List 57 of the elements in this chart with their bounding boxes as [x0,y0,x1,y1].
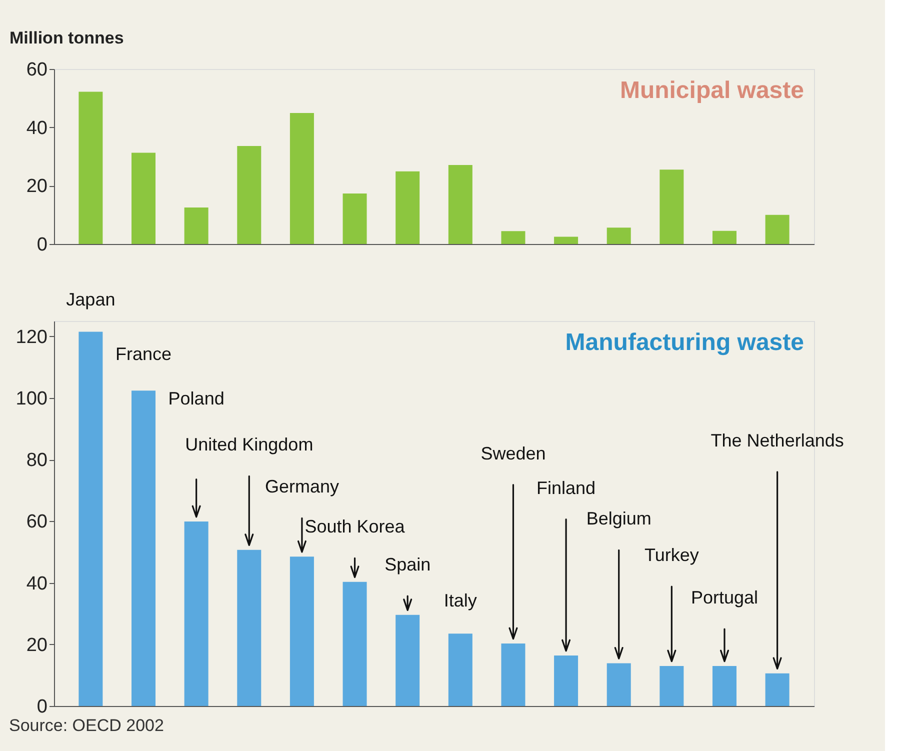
bar [132,390,156,706]
x-tick-label: Germany [264,476,339,497]
bar [342,194,367,244]
y-tick-label: 40 [26,573,48,594]
x-tick-label: Spain [384,554,431,574]
y-tick-label: 0 [36,696,48,718]
x-tick-label: The Netherlands [710,430,844,450]
x-tick-label: Turkey [644,544,699,565]
y-tick-label: 60 [26,512,48,533]
bar [184,208,208,244]
bar [184,522,208,706]
bar [606,228,631,244]
bar [237,550,262,706]
chart-title: Municipal waste [620,77,804,104]
bar [396,171,420,244]
x-tick-label: Italy [444,590,477,611]
bar [606,663,631,706]
bar [554,236,578,244]
bar [237,146,262,244]
bar [132,152,156,244]
bar [660,170,684,244]
x-tick-label: Sweden [480,443,546,464]
y-tick-label: 20 [26,176,48,198]
x-tick-label: Portugal [690,587,758,608]
x-tick-label: South Korea [304,516,406,537]
bar [660,666,684,706]
bar [78,92,103,244]
y-tick-label: 100 [16,388,48,410]
y-tick-label: 60 [26,60,48,80]
x-tick-label: Japan [66,290,116,310]
bar [712,230,736,244]
bar [342,582,367,706]
x-tick-label: France [115,344,172,364]
x-tick-label: Poland [168,388,224,408]
bar [290,556,314,706]
bar [290,113,314,244]
y-tick-label: 80 [26,450,48,472]
chart-title: Manufacturing waste [565,329,804,356]
bar [765,214,790,244]
x-tick-label: Finland [536,478,596,498]
y-tick-label: 0 [36,234,48,256]
source-note: Source: OECD 2002 [9,716,164,735]
x-tick-label: United Kingdom [185,434,314,455]
bar [712,666,736,706]
bar [554,655,578,706]
y-tick-label: 20 [26,634,48,656]
bar [448,634,472,706]
bar [396,614,420,706]
bar [501,643,526,706]
bar [765,673,790,706]
y-tick-label: 40 [26,118,48,139]
bar [501,231,526,244]
y-tick-label: 120 [16,326,48,348]
bar [448,164,472,244]
x-tick-label: Belgium [586,508,652,529]
bar [78,332,103,706]
y-axis-title: Million tonnes [10,28,124,48]
